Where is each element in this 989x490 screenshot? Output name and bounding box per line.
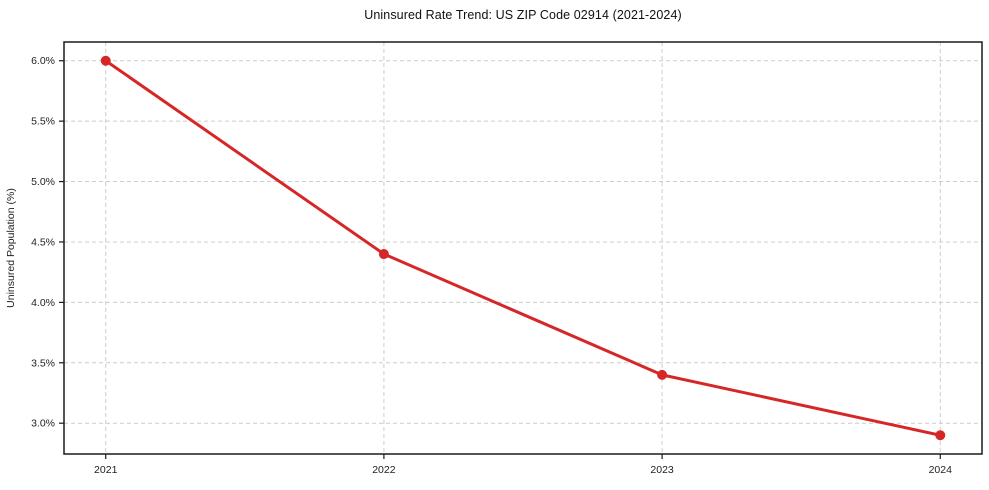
data-point-2024 [935, 430, 946, 441]
y-tick-label: 4.5% [31, 236, 55, 248]
data-point-2021 [100, 55, 111, 66]
y-tick-label: 4.0% [31, 297, 55, 309]
y-axis-label: Uninsured Population (%) [5, 188, 17, 308]
y-tick-label: 3.5% [31, 357, 55, 369]
y-tick-label: 6.0% [31, 55, 55, 67]
data-point-2022 [378, 249, 389, 260]
plot-border [63, 41, 983, 455]
x-tick-label: 2022 [372, 464, 396, 476]
y-tick-label: 3.0% [31, 418, 55, 430]
y-tick-label: 5.5% [31, 116, 55, 128]
x-tick-label: 2021 [94, 464, 118, 476]
data-point-2023 [657, 369, 668, 380]
x-tick-label: 2024 [929, 464, 953, 476]
y-tick-label: 5.0% [31, 176, 55, 188]
chart-title: Uninsured Rate Trend: US ZIP Code 02914 … [364, 8, 682, 22]
x-tick-label: 2023 [650, 464, 674, 476]
trend-line [104, 59, 942, 437]
